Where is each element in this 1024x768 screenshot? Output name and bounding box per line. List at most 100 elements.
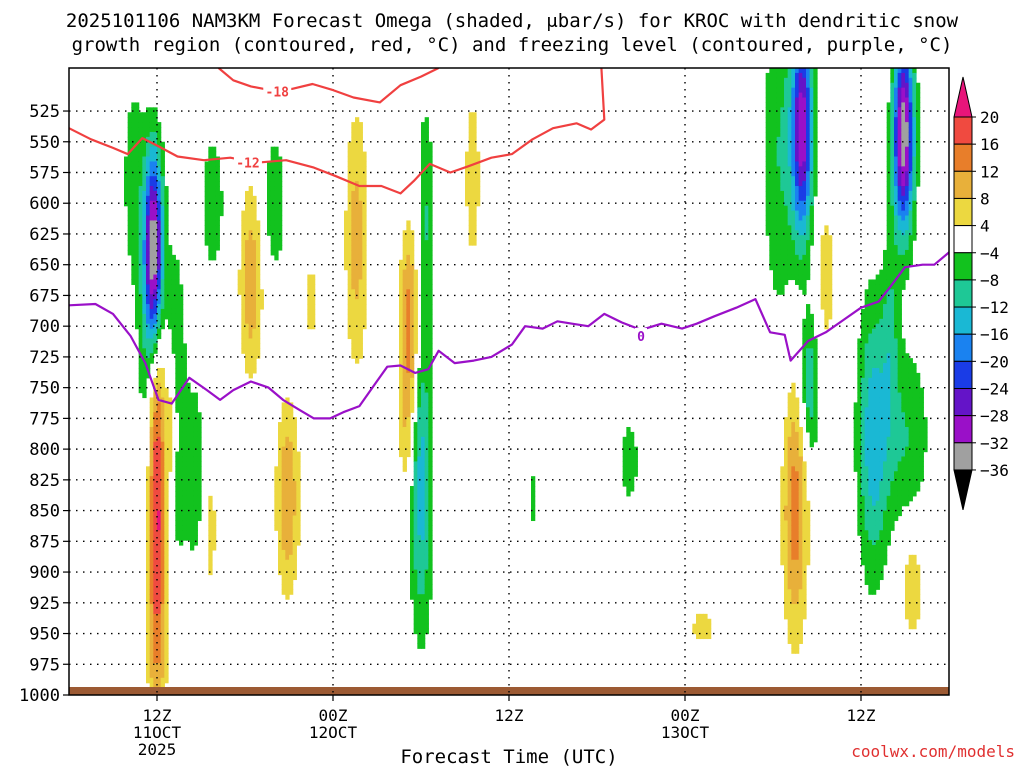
- omega-cell: [861, 461, 866, 467]
- omega-cell: [872, 363, 877, 369]
- omega-cell: [157, 190, 162, 197]
- omega-cell: [875, 377, 880, 384]
- omega-cell: [241, 284, 246, 290]
- omega-cell: [897, 274, 902, 281]
- omega-cell: [894, 294, 899, 300]
- omega-cell: [347, 304, 352, 310]
- omega-cell: [875, 584, 880, 590]
- omega-cell: [212, 146, 217, 153]
- omega-cell: [164, 436, 169, 443]
- omega-cell: [402, 451, 407, 458]
- omega-cell: [347, 195, 352, 202]
- omega-cell: [186, 471, 191, 477]
- omega-cell: [828, 313, 833, 320]
- omega-cell: [820, 235, 825, 241]
- omega-cell: [208, 549, 213, 556]
- omega-cell: [153, 663, 158, 669]
- omega-cell: [857, 461, 862, 467]
- omega-cell: [278, 510, 283, 517]
- omega-cell: [355, 328, 360, 335]
- omega-cell: [908, 176, 913, 182]
- omega-cell: [806, 166, 811, 172]
- omega-cell: [890, 426, 895, 433]
- omega-cell: [428, 584, 433, 590]
- omega-cell: [798, 623, 803, 630]
- omega-cell: [424, 210, 429, 217]
- omega-cell: [402, 245, 407, 251]
- omega-cell: [773, 161, 778, 167]
- omega-cell: [894, 481, 899, 487]
- omega-cell: [351, 122, 356, 128]
- omega-cell: [424, 530, 429, 536]
- omega-cell: [861, 446, 866, 453]
- omega-cell: [795, 102, 800, 108]
- omega-cell: [164, 599, 169, 605]
- omega-cell: [806, 372, 811, 379]
- omega-cell: [879, 269, 884, 276]
- omega-cell: [806, 525, 811, 531]
- omega-cell: [424, 456, 429, 463]
- omega-cell: [358, 249, 363, 256]
- omega-cell: [883, 269, 888, 276]
- omega-cell: [212, 190, 217, 197]
- omega-cell: [399, 323, 404, 330]
- omega-cell: [197, 461, 202, 467]
- omega-cell: [245, 363, 250, 369]
- omega-cell: [248, 323, 253, 330]
- omega-cell: [472, 166, 477, 172]
- omega-cell: [908, 554, 913, 561]
- omega-cell: [798, 72, 803, 79]
- omega-cell: [809, 392, 814, 399]
- omega-cell: [424, 549, 429, 556]
- omega-cell: [179, 500, 184, 507]
- omega-cell: [347, 279, 352, 285]
- omega-cell: [267, 195, 272, 202]
- omega-cell: [421, 220, 426, 226]
- omega-cell: [864, 495, 869, 502]
- omega-cell: [142, 377, 147, 384]
- omega-cell: [428, 146, 433, 153]
- omega-cell: [784, 151, 789, 158]
- omega-cell: [773, 131, 778, 138]
- omega-cell: [868, 466, 873, 472]
- omega-cell: [292, 461, 297, 467]
- omega-cell: [212, 181, 217, 187]
- omega-cell: [138, 210, 143, 217]
- omega-cell: [853, 451, 858, 458]
- omega-cell: [193, 490, 198, 497]
- omega-cell: [355, 131, 360, 138]
- omega-cell: [131, 136, 136, 143]
- omega-cell: [908, 102, 913, 108]
- omega-cell: [795, 77, 800, 84]
- omega-cell: [237, 274, 242, 281]
- omega-cell: [138, 112, 143, 118]
- omega-cell: [531, 500, 536, 507]
- omega-cell: [780, 68, 785, 74]
- omega-cell: [795, 176, 800, 182]
- omega-cell: [802, 348, 807, 354]
- omega-cell: [908, 210, 913, 217]
- omega-cell: [424, 628, 429, 635]
- omega-cell: [417, 525, 422, 531]
- omega-cell: [131, 181, 136, 187]
- omega-cell: [127, 240, 132, 246]
- omega-cell: [164, 392, 169, 399]
- omega-cell: [890, 323, 895, 330]
- omega-cell: [127, 190, 132, 197]
- omega-cell: [791, 131, 796, 138]
- omega-cell: [135, 235, 140, 241]
- omega-cell: [241, 249, 246, 256]
- omega-cell: [131, 176, 136, 182]
- omega-cell: [901, 431, 906, 438]
- omega-cell: [802, 372, 807, 379]
- omega-cell: [146, 333, 151, 340]
- omega-cell: [149, 299, 154, 305]
- omega-cell: [908, 402, 913, 408]
- omega-cell: [424, 225, 429, 231]
- omega-cell: [307, 289, 312, 295]
- omega-cell: [274, 215, 279, 222]
- omega-cell: [153, 535, 158, 541]
- omega-cell: [791, 623, 796, 630]
- omega-cell: [791, 490, 796, 497]
- omega-cell: [802, 486, 807, 492]
